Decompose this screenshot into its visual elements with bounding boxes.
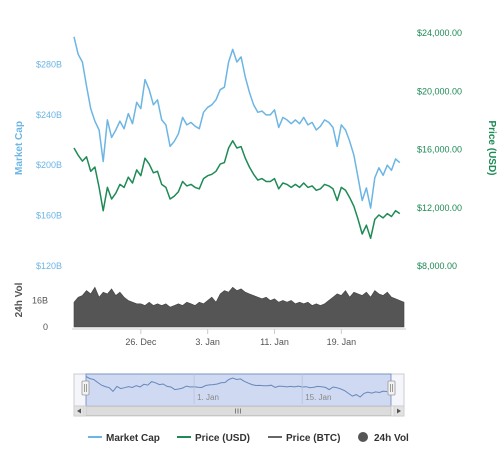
navigator-ticks: 1. Jan 15. Jan xyxy=(193,374,331,404)
volume-ticks: 16B 0 xyxy=(32,296,48,333)
legend-item[interactable]: 24h Vol xyxy=(358,432,409,444)
market-cap-tick-label: $160B xyxy=(36,211,62,221)
price-usd-tick-label: $16,000.00 xyxy=(417,145,462,155)
price-usd-axis-title: Price (USD) xyxy=(486,120,497,175)
volume-tick-label: 0 xyxy=(43,322,48,332)
legend-item[interactable]: Market Cap xyxy=(88,433,160,444)
market-cap-ticks: $280B $240B $200B $160B $120B xyxy=(36,59,62,271)
x-tick-label: 19. Jan xyxy=(327,337,357,347)
legend-dot-icon xyxy=(358,432,368,442)
navigator-tick-label: 15. Jan xyxy=(305,393,331,402)
chart-legend: Market Cap Price (USD) Price (BTC) 24h Vol xyxy=(88,432,409,444)
navigator[interactable]: 1. Jan 15. Jan xyxy=(73,373,405,407)
scroll-left-arrow-icon xyxy=(77,408,81,414)
market-cap-axis-title: Market Cap xyxy=(14,121,25,175)
x-axis-ticks: 26. Dec 3. Jan 11. Jan 19. Jan xyxy=(125,329,356,347)
x-tick-label: 11. Jan xyxy=(260,337,289,347)
navigator-right-handle[interactable] xyxy=(387,380,396,396)
market-cap-series-line xyxy=(73,36,401,209)
market-cap-tick-label: $280B xyxy=(36,59,62,69)
legend-label: Price (BTC) xyxy=(286,433,340,444)
scrollbar-thumb[interactable] xyxy=(85,406,392,416)
price-usd-ticks: $24,000.00 $20,000.00 $16,000.00 $12,000.00… xyxy=(417,28,462,271)
market-cap-tick-label: $240B xyxy=(36,110,62,120)
market-cap-tick-label: $200B xyxy=(36,160,62,170)
scrollbar[interactable] xyxy=(73,405,405,417)
volume-tick-label: 16B xyxy=(32,296,48,306)
legend-label: Price (USD) xyxy=(195,433,250,444)
price-usd-series-line xyxy=(73,140,401,240)
navigator-series-line xyxy=(85,376,388,398)
x-tick-label: 26. Dec xyxy=(125,337,157,347)
volume-area xyxy=(73,286,405,328)
x-tick-label: 3. Jan xyxy=(195,337,220,347)
legend-item[interactable]: Price (BTC) xyxy=(268,433,340,444)
legend-label: Market Cap xyxy=(106,433,160,444)
price-usd-tick-label: $20,000.00 xyxy=(417,86,462,96)
price-usd-tick-label: $8,000.00 xyxy=(417,261,457,271)
price-usd-tick-label: $12,000.00 xyxy=(417,203,462,213)
legend-label: 24h Vol xyxy=(374,433,409,444)
legend-item[interactable]: Price (USD) xyxy=(177,433,250,444)
scrollbar-grip-icon xyxy=(235,408,241,414)
navigator-left-handle[interactable] xyxy=(81,380,90,396)
market-cap-tick-label: $120B xyxy=(36,261,62,271)
volume-axis-title: 24h Vol xyxy=(14,282,25,317)
navigator-tick-label: 1. Jan xyxy=(197,393,219,402)
scroll-right-arrow-icon xyxy=(397,408,401,414)
price-usd-tick-label: $24,000.00 xyxy=(417,28,462,38)
